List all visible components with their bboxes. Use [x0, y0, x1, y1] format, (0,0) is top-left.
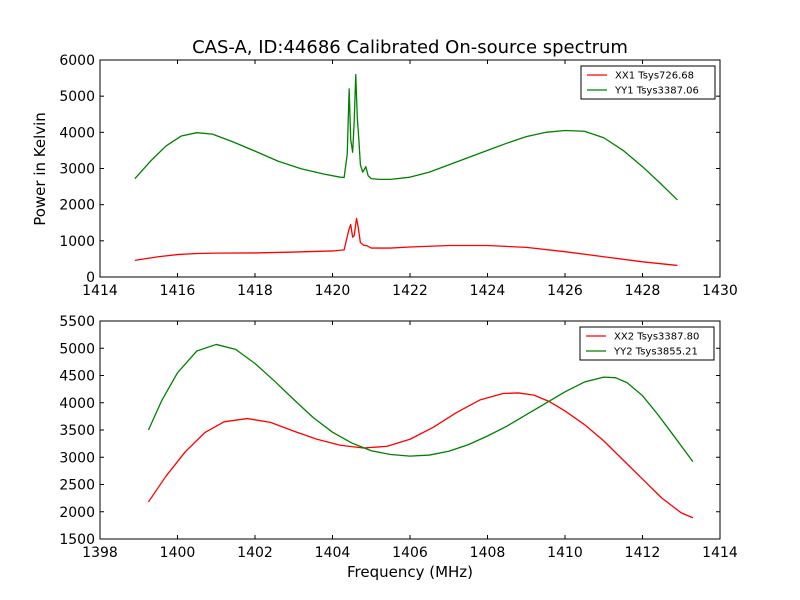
y-tick-label: 3000	[59, 450, 95, 466]
series-line-yy2	[147, 343, 694, 462]
legend: XX2 Tsys3387.80 YY2 Tsys3855.21	[579, 326, 715, 361]
x-tick-label: 1404	[315, 545, 351, 561]
x-axis-label-bottom: Frequency (MHz)	[347, 563, 473, 581]
series-line-xx2	[147, 392, 694, 519]
y-tick-label: 5500	[59, 314, 95, 330]
legend-box	[580, 65, 716, 100]
y-tick-label: 6000	[59, 53, 95, 69]
x-tick-label: 1418	[237, 283, 273, 299]
x-tick-label: 1414	[702, 545, 738, 561]
x-tick-label: 1398	[82, 545, 118, 561]
legend-entry-label: YY2 Tsys3855.21	[613, 347, 698, 358]
x-tick-label: 1428	[625, 283, 661, 299]
y-tick-label: 5000	[59, 89, 95, 105]
x-tick-label: 1402	[237, 545, 273, 561]
x-tick-label: 1430	[702, 283, 738, 299]
x-tick-label: 1410	[547, 545, 583, 561]
series-line-xx1	[134, 217, 678, 267]
y-axis-label-top: Power in Kelvin	[31, 112, 49, 226]
x-tick-label: 1422	[392, 283, 428, 299]
y-tick-label: 1500	[59, 532, 95, 548]
y-tick-label: 2000	[59, 198, 95, 214]
x-tick-label: 1414	[82, 283, 118, 299]
series-line-yy1	[134, 73, 678, 201]
x-tick-label: 1400	[160, 545, 196, 561]
x-tick-label: 1416	[160, 283, 196, 299]
y-tick-label: 5000	[59, 341, 95, 357]
legend-entry-label: XX1 Tsys726.68	[615, 71, 694, 82]
legend-entry-label: YY1 Tsys3387.06	[614, 86, 699, 97]
y-tick-label: 0	[86, 270, 95, 286]
y-tick-label: 1000	[59, 234, 95, 250]
legend-box	[579, 326, 715, 361]
x-tick-label: 1408	[470, 545, 506, 561]
y-tick-label: 4000	[59, 125, 95, 141]
x-tick-label: 1426	[547, 283, 583, 299]
x-tick-label: 1406	[392, 545, 428, 561]
x-tick-label: 1424	[470, 283, 506, 299]
legend: XX1 Tsys726.68 YY1 Tsys3387.06	[580, 65, 716, 100]
x-tick-label: 1412	[625, 545, 661, 561]
y-tick-label: 3500	[59, 423, 95, 439]
chart-title: CAS-A, ID:44686 Calibrated On-source spe…	[192, 37, 628, 58]
y-tick-label: 4500	[59, 369, 95, 385]
y-tick-label: 2000	[59, 505, 95, 521]
y-tick-label: 4000	[59, 396, 95, 412]
legend-entry-label: XX2 Tsys3387.80	[614, 332, 699, 343]
y-tick-label: 3000	[59, 162, 95, 178]
bottom-plot-panel: 1398 1400 1402 1404 1406 1408 1410 1412 1414 1500…	[59, 314, 738, 561]
top-plot-panel: 1414 1416 1418 1420 1422 1424 1426 1428 1430 0 100…	[59, 53, 737, 299]
y-tick-label: 2500	[59, 478, 95, 494]
x-tick-label: 1420	[315, 283, 351, 299]
